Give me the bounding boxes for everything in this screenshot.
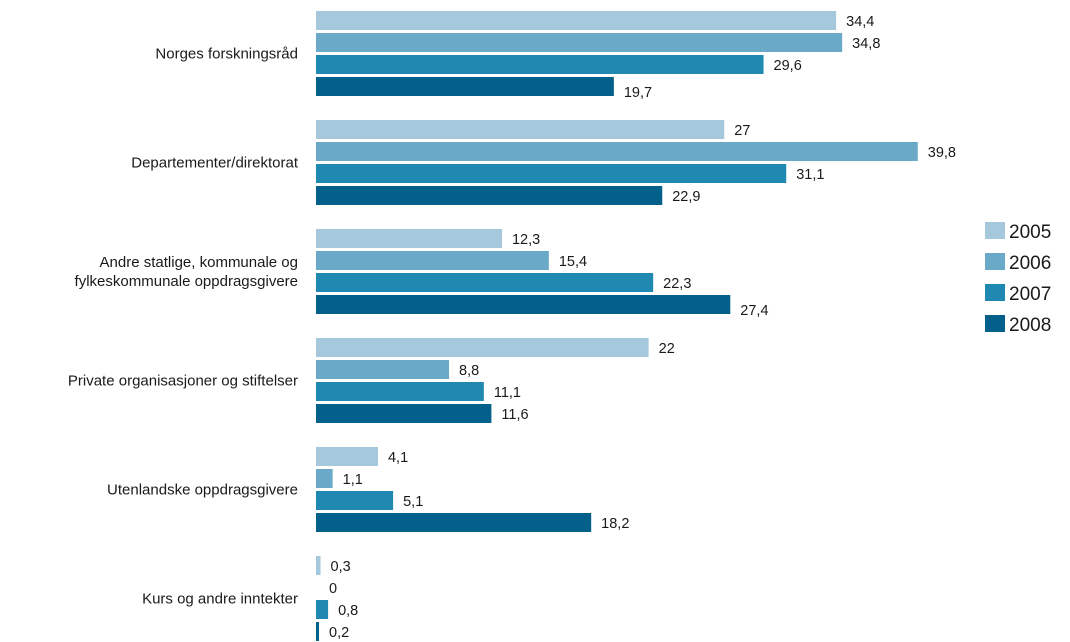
data-label: 29,6 xyxy=(774,58,802,74)
bar-2007 xyxy=(316,491,394,510)
data-label: 5,1 xyxy=(403,494,423,510)
bar-2006 xyxy=(316,33,843,52)
bar-2008 xyxy=(316,404,492,423)
category-label: Norges forskningsråd xyxy=(155,46,298,63)
data-label: 34,4 xyxy=(846,14,874,30)
bar-2005 xyxy=(316,11,837,30)
data-label: 22,3 xyxy=(663,276,691,292)
data-label: 11,1 xyxy=(494,385,521,401)
category-label: Utenlandske oppdragsgivere xyxy=(107,482,298,499)
bar-2006 xyxy=(316,251,549,270)
legend-swatch-2007 xyxy=(985,284,1005,301)
data-label: 0 xyxy=(329,581,337,597)
data-label: 22,9 xyxy=(672,189,700,205)
category-label: fylkeskommunale oppdragsgivere xyxy=(75,273,298,290)
bar-2006 xyxy=(316,469,333,488)
data-label: 0,3 xyxy=(331,559,351,575)
bar-2006 xyxy=(316,142,918,161)
category-label: Kurs og andre inntekter xyxy=(142,591,298,608)
data-label: 12,3 xyxy=(512,232,540,248)
bar-2005 xyxy=(316,447,378,466)
data-label: 0,8 xyxy=(338,603,358,619)
legend-label: 2007 xyxy=(1009,284,1051,305)
legend: 2005 2006 2007 2008 xyxy=(985,222,1051,336)
data-label: 27,4 xyxy=(740,303,768,319)
legend-swatch-2005 xyxy=(985,222,1005,239)
data-label: 1,1 xyxy=(343,472,363,488)
data-label: 34,8 xyxy=(852,36,880,52)
bar-2008 xyxy=(316,622,320,641)
data-label: 11,6 xyxy=(501,407,528,423)
category-label: Private organisasjoner og stiftelser xyxy=(68,373,298,390)
bar-2008 xyxy=(316,77,614,96)
bar-2008 xyxy=(316,295,731,314)
bar-2008 xyxy=(316,513,592,532)
category-label: Departementer/direktorat xyxy=(131,155,299,172)
bar-2007 xyxy=(316,382,484,401)
bar-2005 xyxy=(316,120,725,139)
bar-2007 xyxy=(316,164,787,183)
data-label: 8,8 xyxy=(459,363,479,379)
legend-swatch-2008 xyxy=(985,315,1005,332)
bar-2007 xyxy=(316,55,764,74)
bar-2005 xyxy=(316,338,649,357)
legend-label: 2006 xyxy=(1009,253,1051,274)
data-label: 18,2 xyxy=(601,516,629,532)
legend-label: 2005 xyxy=(1009,222,1051,243)
data-label: 39,8 xyxy=(928,145,956,161)
data-label: 19,7 xyxy=(624,85,652,101)
category-label: Andre statlige, kommunale og xyxy=(100,254,298,271)
data-label: 15,4 xyxy=(559,254,587,270)
bar-2005 xyxy=(316,556,321,575)
data-label: 31,1 xyxy=(796,167,824,183)
data-label: 27 xyxy=(734,123,750,139)
plot-area: Norges forskningsråd 34,4 34,8 29,6 19,7 Depa… xyxy=(68,11,956,641)
legend-label: 2008 xyxy=(1009,315,1051,336)
bar-2005 xyxy=(316,229,502,248)
bar-2006 xyxy=(316,360,450,379)
bar-2007 xyxy=(316,273,654,292)
bar-2008 xyxy=(316,186,663,205)
bar-2007 xyxy=(316,600,329,619)
data-label: 0,2 xyxy=(329,625,349,641)
data-label: 4,1 xyxy=(388,450,408,466)
legend-swatch-2006 xyxy=(985,253,1005,270)
data-label: 22 xyxy=(659,341,675,357)
